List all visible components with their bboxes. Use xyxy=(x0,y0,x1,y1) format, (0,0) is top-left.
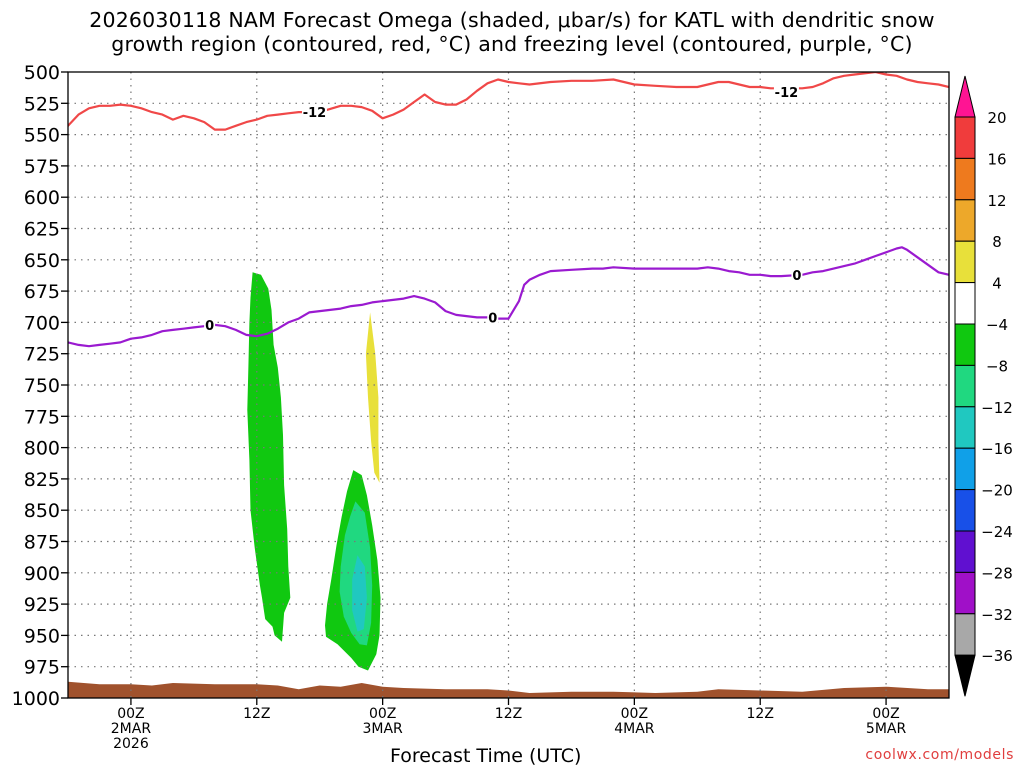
colorbar-label: −32 xyxy=(981,606,1013,624)
colorbar-swatch xyxy=(954,489,976,532)
y-tick-label: 500 xyxy=(24,62,60,84)
x-tick-label: 2026 xyxy=(113,736,149,752)
y-tick-label: 625 xyxy=(24,219,60,241)
contour-label-bg xyxy=(773,84,799,101)
y-tick-label: 575 xyxy=(24,156,60,178)
colorbar-label: −20 xyxy=(981,482,1013,500)
colorbar-label: 12 xyxy=(987,192,1006,210)
x-tick-label: 2MAR xyxy=(111,721,152,737)
y-tick-label: 700 xyxy=(24,312,60,334)
chart-title-line-1: 2026030118 NAM Forecast Omega (shaded, μ… xyxy=(89,8,935,32)
y-tick-label: 800 xyxy=(24,438,60,460)
contour-label: 0 xyxy=(205,319,214,334)
y-tick-label: 825 xyxy=(24,469,60,491)
colorbar-swatch xyxy=(954,571,976,615)
contour-line xyxy=(68,72,949,131)
colorbar-label: 4 xyxy=(992,275,1002,293)
x-tick-label: 12Z xyxy=(747,706,774,722)
terrain-band xyxy=(68,681,949,698)
omega-shaded-region xyxy=(365,312,380,483)
colorbar-swatch xyxy=(954,157,976,201)
y-tick-label: 925 xyxy=(24,594,60,616)
colorbar-label: −4 xyxy=(986,316,1008,334)
contour-label: 0 xyxy=(792,269,801,284)
colorbar-label: −24 xyxy=(981,523,1013,541)
x-tick-label: 5MAR xyxy=(866,721,907,737)
x-axis-title: Forecast Time (UTC) xyxy=(390,745,582,767)
y-tick-label: 525 xyxy=(24,93,60,115)
contour-label-bg xyxy=(487,309,499,326)
y-tick-label: 675 xyxy=(24,281,60,303)
colorbar-label: 20 xyxy=(987,109,1006,127)
y-tick-label: 950 xyxy=(24,625,60,647)
x-tick-label: 12Z xyxy=(495,706,522,722)
x-tick-label: 12Z xyxy=(243,706,270,722)
y-tick-label: 850 xyxy=(24,500,60,522)
site-credit: coolwx.com/models xyxy=(865,747,1014,763)
y-tick-label: 900 xyxy=(24,563,60,585)
y-tick-label: 975 xyxy=(24,657,60,679)
colorbar-label: 16 xyxy=(987,150,1006,168)
x-tick-label: 00Z xyxy=(621,706,648,722)
colorbar-swatch xyxy=(954,116,976,159)
colorbar-label: 8 xyxy=(992,233,1002,251)
contour-label-bg xyxy=(791,266,803,283)
colorbar-swatch xyxy=(954,406,976,449)
colorbar-label: −8 xyxy=(986,357,1008,375)
contour-label-bg xyxy=(204,316,216,333)
colorbar-top-arrow xyxy=(954,75,976,118)
y-tick-label: 725 xyxy=(24,344,60,366)
contour-label: 0 xyxy=(488,311,497,326)
x-tick-label: 4MAR xyxy=(614,721,655,737)
colorbar-label: −12 xyxy=(981,399,1013,417)
colorbar-swatch xyxy=(954,240,976,284)
colorbar-swatch xyxy=(954,323,976,366)
colorbar-swatch xyxy=(954,364,976,408)
y-tick-label: 750 xyxy=(24,375,60,397)
colorbar-swatch xyxy=(954,530,976,573)
colorbar-swatch xyxy=(954,282,976,325)
y-tick-label: 650 xyxy=(24,250,60,272)
y-tick-label: 775 xyxy=(24,406,60,428)
x-tick-label: 3MAR xyxy=(362,721,403,737)
x-tick-label: 00Z xyxy=(369,706,396,722)
colorbar-label: −16 xyxy=(981,440,1013,458)
x-tick-label: 00Z xyxy=(872,706,899,722)
omega-shaded-region xyxy=(247,272,291,642)
colorbar-swatch xyxy=(954,199,976,242)
y-tick-label: 550 xyxy=(24,125,60,147)
x-tick-label: 00Z xyxy=(117,706,144,722)
y-tick-label: 600 xyxy=(24,187,60,209)
colorbar-label: −28 xyxy=(981,564,1013,582)
colorbar-label: −36 xyxy=(981,647,1013,665)
colorbar-bottom-arrow xyxy=(954,654,976,697)
contour-label: -12 xyxy=(303,106,327,121)
y-tick-label: 1000 xyxy=(12,688,60,710)
y-tick-label: 875 xyxy=(24,532,60,554)
colorbar-swatch xyxy=(954,613,976,656)
contour-label-bg xyxy=(301,104,327,121)
contour-label: -12 xyxy=(775,86,799,101)
omega-shaded-region xyxy=(352,555,367,632)
chart-title-line-2: growth region (contoured, red, °C) and f… xyxy=(111,32,913,56)
contour-line xyxy=(68,246,949,348)
colorbar-swatch xyxy=(954,447,976,491)
